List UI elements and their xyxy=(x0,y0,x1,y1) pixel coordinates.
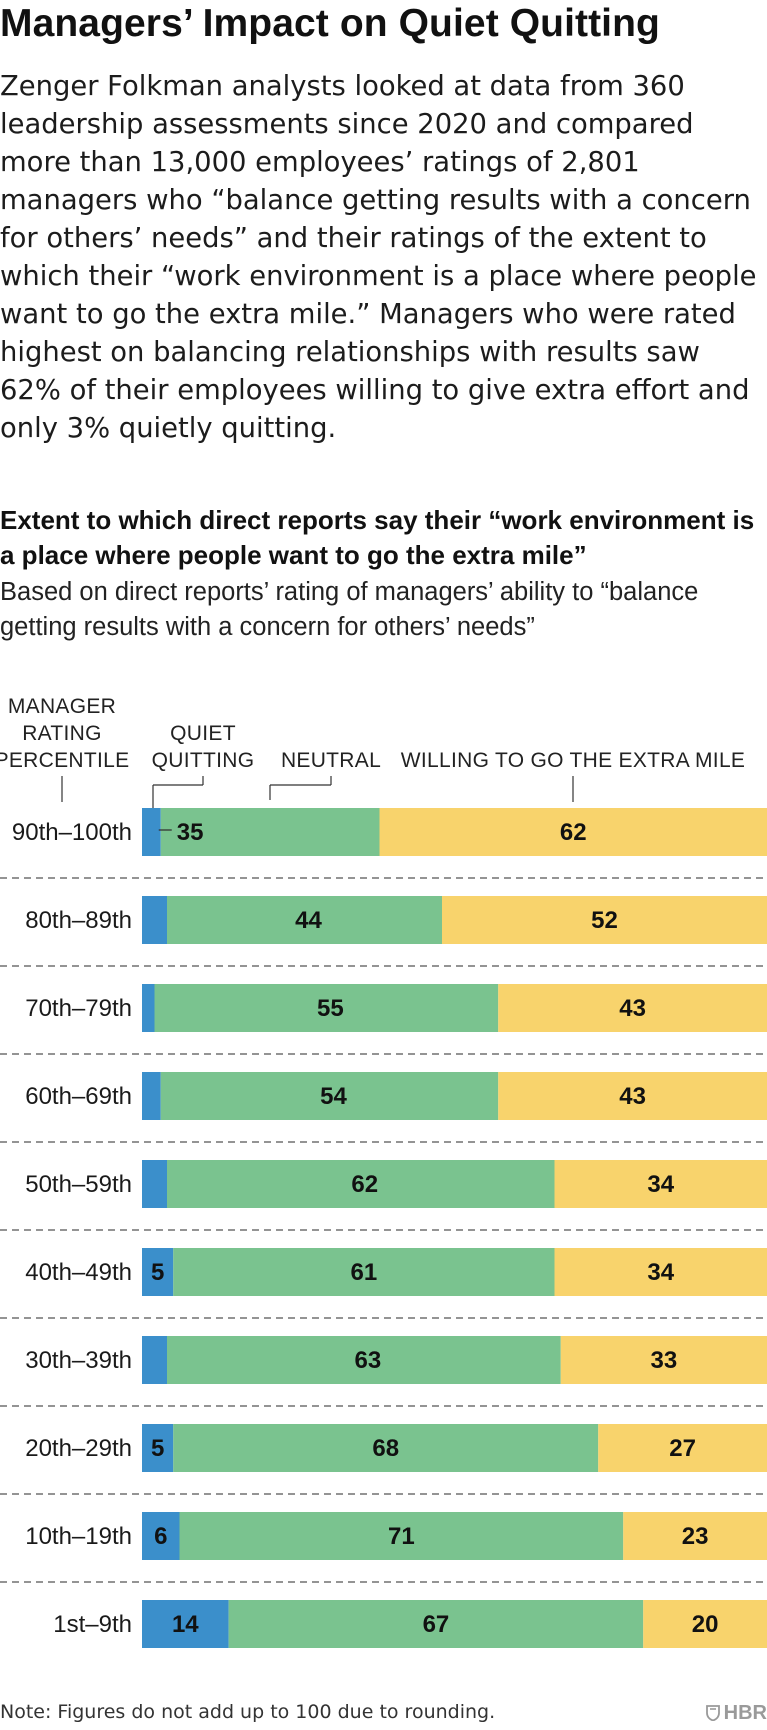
header-neutral: NEUTRAL xyxy=(281,749,381,772)
data-label: 63 xyxy=(355,1347,382,1374)
data-label: 43 xyxy=(619,995,646,1022)
bar-segment xyxy=(498,984,767,1032)
bar-segment xyxy=(554,1248,767,1296)
data-label: 27 xyxy=(669,1435,696,1462)
category-label: 50th–59th xyxy=(25,1171,132,1198)
bar-segment xyxy=(160,808,380,856)
data-label: 34 xyxy=(647,1171,674,1198)
chart-row: 70th–79th25543 xyxy=(0,984,767,1055)
data-label: 5 xyxy=(151,1259,164,1286)
bar-segment xyxy=(560,1336,767,1384)
header-manager-rating-line: PERCENTILE xyxy=(0,749,129,772)
bar-segment xyxy=(167,896,442,944)
chart-subtitle: Based on direct reports’ rating of manag… xyxy=(0,578,699,641)
chart-row: 30th–39th46333 xyxy=(0,1336,767,1407)
category-label: 90th–100th xyxy=(12,819,132,846)
data-label: 44 xyxy=(295,907,322,934)
chart-row: 40th–49th 5 61 34 xyxy=(0,1248,767,1319)
bar-segment xyxy=(167,1160,555,1208)
chart-row: 60th–69th35443 xyxy=(0,1072,767,1143)
category-label: 70th–79th xyxy=(25,995,132,1022)
data-label: 34 xyxy=(647,1259,674,1286)
stacked-bar-chart: MANAGER RATING PERCENTILE QUIET QUITTING NEUT… xyxy=(0,695,767,1648)
bar-segment xyxy=(154,984,499,1032)
bar-segment xyxy=(379,808,767,856)
bar-segment xyxy=(554,1160,767,1208)
data-label: 55 xyxy=(317,995,344,1022)
data-label: 43 xyxy=(619,1083,646,1110)
data-label: 52 xyxy=(591,907,618,934)
data-label: 54 xyxy=(320,1083,347,1110)
header-quiet-quitting-line: QUITTING xyxy=(152,749,255,772)
bar-segment xyxy=(142,896,167,944)
data-label: 35 xyxy=(177,819,204,846)
bar-segment xyxy=(228,1600,644,1648)
bar-segment xyxy=(173,1248,555,1296)
hbr-logo: HBR xyxy=(705,1702,767,1724)
category-label: 30th–39th xyxy=(25,1347,132,1374)
category-label: 80th–89th xyxy=(25,907,132,934)
chart-row: 50th–59th46234 xyxy=(0,1160,767,1231)
bar-segment xyxy=(167,1336,561,1384)
bar-segment xyxy=(142,1248,174,1296)
chart-row: 20th–29th 5 68 27 xyxy=(0,1424,767,1495)
bar-segment xyxy=(142,808,161,856)
data-label: 67 xyxy=(423,1611,450,1638)
data-label: 68 xyxy=(372,1435,399,1462)
data-label: 33 xyxy=(651,1347,678,1374)
chart-title: Extent to which direct reports say their… xyxy=(0,505,755,570)
page-title: Managers’ Impact on Quiet Quitting xyxy=(0,2,660,45)
chart-row: 1st–9th 14 67 20 xyxy=(53,1600,767,1648)
bar-segment xyxy=(142,1160,167,1208)
intro-paragraph: Zenger Folkman analysts looked at data f… xyxy=(0,71,757,444)
data-label: 5 xyxy=(151,1435,164,1462)
data-label: 20 xyxy=(692,1611,719,1638)
bar-segment xyxy=(173,1424,599,1472)
chart-row: 80th–89th44452 xyxy=(0,896,767,967)
bar-segment xyxy=(142,1512,180,1560)
chart-column-headers: MANAGER RATING PERCENTILE QUIET QUITTING NEUT… xyxy=(0,695,745,823)
bar-segment xyxy=(598,1424,767,1472)
chart-rows: 90th–100th3%356280th–89th4445270th–79th2… xyxy=(0,808,767,1648)
bar-segment xyxy=(623,1512,767,1560)
bar-segment xyxy=(643,1600,767,1648)
chart-row: 10th–19th 6 71 23 xyxy=(0,1512,767,1583)
category-label: 1st–9th xyxy=(53,1611,132,1638)
footnote: Note: Figures do not add up to 100 due t… xyxy=(0,1701,496,1723)
hbr-shield-icon xyxy=(705,1705,720,1721)
bar-segment xyxy=(142,1336,167,1384)
bar-segment xyxy=(179,1512,624,1560)
data-label: 61 xyxy=(351,1259,378,1286)
bar-segment xyxy=(160,1072,499,1120)
hbr-logo-text: HBR xyxy=(723,1702,767,1724)
category-label: 20th–29th xyxy=(25,1435,132,1462)
header-manager-rating-line: MANAGER xyxy=(8,695,116,718)
bar-segment xyxy=(142,1424,174,1472)
bar-segment xyxy=(142,984,155,1032)
category-label: 60th–69th xyxy=(25,1083,132,1110)
category-label: 10th–19th xyxy=(25,1523,132,1550)
bar-segment xyxy=(142,1072,161,1120)
bar-segment xyxy=(442,896,767,944)
bar-segment xyxy=(498,1072,767,1120)
header-manager-rating-line: RATING xyxy=(22,722,102,745)
data-label: 62 xyxy=(351,1171,378,1198)
data-label: 6 xyxy=(154,1523,167,1550)
data-label: 71 xyxy=(388,1523,415,1550)
data-label: 62 xyxy=(560,819,587,846)
data-label: 23 xyxy=(682,1523,709,1550)
header-quiet-quitting-line: QUIET xyxy=(170,722,236,745)
header-extra-mile: WILLING TO GO THE EXTRA MILE xyxy=(401,749,745,772)
bar-segment xyxy=(142,1600,229,1648)
category-label: 40th–49th xyxy=(25,1259,132,1286)
data-label: 14 xyxy=(172,1611,199,1638)
